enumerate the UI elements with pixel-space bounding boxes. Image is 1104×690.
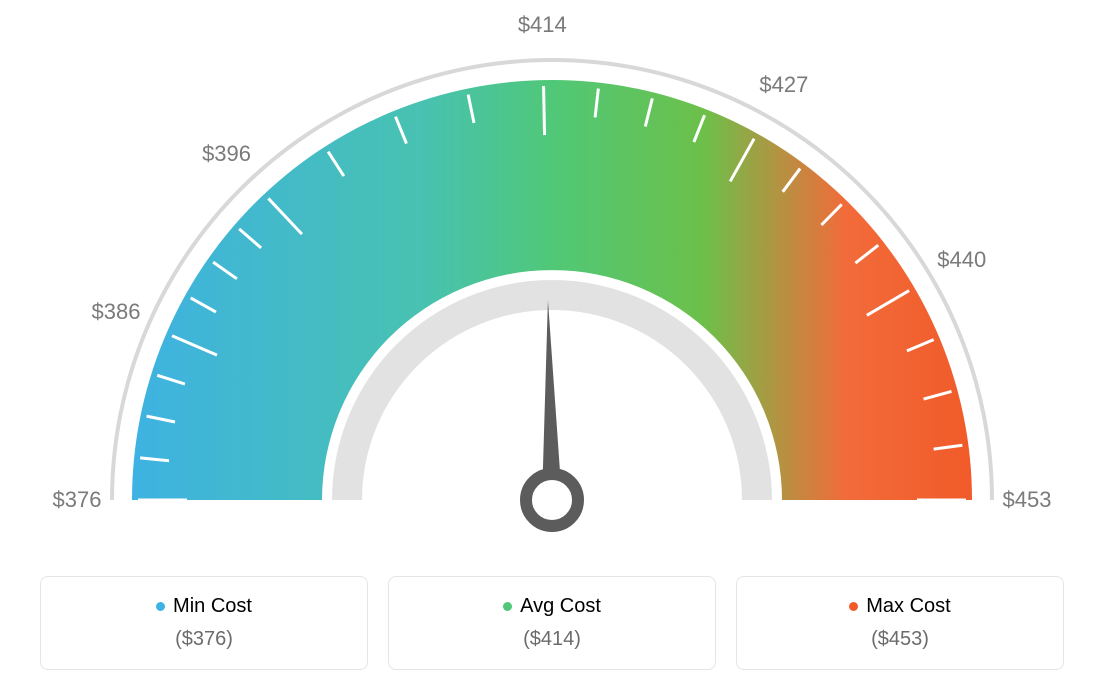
legend-card-avg: Avg Cost ($414) [388,576,716,670]
legend-label-max: Max Cost [849,595,950,618]
gauge-tick-label: $453 [1003,487,1052,513]
gauge-tick-label: $427 [759,72,808,98]
gauge-tick-label: $396 [202,141,251,167]
gauge-svg [0,0,1104,560]
gauge-tick-label: $386 [92,299,141,325]
legend-value-max: ($453) [747,628,1053,651]
legend-row: Min Cost ($376) Avg Cost ($414) Max Cost… [0,576,1104,670]
legend-value-avg: ($414) [399,628,705,651]
legend-value-min: ($376) [51,628,357,651]
dot-icon [503,602,512,611]
legend-label-min: Min Cost [156,595,252,618]
dot-icon [156,602,165,611]
legend-card-max: Max Cost ($453) [736,576,1064,670]
dot-icon [849,602,858,611]
gauge-tick-label: $440 [937,247,986,273]
gauge-area: $376 $386 $396 $414 $427 $440 $453 [0,0,1104,560]
legend-label-avg: Avg Cost [503,595,601,618]
gauge-tick-label: $414 [518,12,567,38]
legend-label-text: Max Cost [866,595,950,618]
gauge-tick-label: $376 [53,487,102,513]
legend-label-text: Min Cost [173,595,252,618]
legend-label-text: Avg Cost [520,595,601,618]
legend-card-min: Min Cost ($376) [40,576,368,670]
cost-gauge-chart: $376 $386 $396 $414 $427 $440 $453 Min Cost ($… [0,0,1104,690]
